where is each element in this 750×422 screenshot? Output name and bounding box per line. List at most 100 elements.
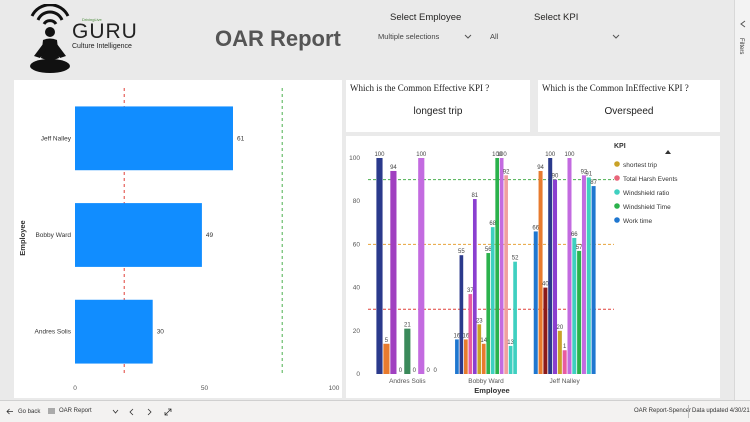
data-label: 13 <box>507 340 514 346</box>
data-label: 94 <box>390 165 397 171</box>
legend-title: KPI <box>614 143 626 150</box>
bar <box>75 203 202 267</box>
legend-item: Work time <box>623 218 653 225</box>
employee-slicer-dropdown[interactable]: Multiple selections <box>376 30 474 44</box>
effective-kpi-card[interactable]: Which is the Common Effective KPI ? long… <box>346 80 530 132</box>
data-label: 37 <box>467 288 474 294</box>
go-back-button[interactable]: Go back <box>6 408 40 415</box>
legend-marker <box>614 189 620 195</box>
column <box>495 158 500 374</box>
data-label: 0 <box>399 368 403 374</box>
kpi-slicer-value: All <box>490 32 499 41</box>
data-label: 100 <box>492 152 503 158</box>
y-tick-label: 100 <box>349 155 360 162</box>
expand-icon[interactable] <box>164 408 172 416</box>
column <box>581 175 586 374</box>
status-bar: Go back OAR Report OAR Report-Spencer Da… <box>0 400 750 422</box>
employee-slicer-value: Multiple selections <box>378 32 440 41</box>
legend-item: Windshield Time <box>623 204 671 211</box>
bar <box>75 299 153 364</box>
data-label: 100 <box>545 152 556 158</box>
data-label: 100 <box>416 152 427 158</box>
column <box>472 199 477 374</box>
legend-marker <box>614 203 620 209</box>
y-tick-label: 0 <box>356 371 360 378</box>
category-label: Jeff Nalley <box>41 135 72 142</box>
data-label: 1 <box>563 344 567 350</box>
page-selector[interactable]: OAR Report <box>48 408 92 414</box>
column <box>468 294 473 374</box>
data-label: 0 <box>434 368 438 374</box>
data-label: 52 <box>512 256 519 262</box>
next-page-icon[interactable] <box>146 408 153 416</box>
column <box>499 158 504 374</box>
data-label: 5 <box>385 338 389 344</box>
column <box>418 158 425 374</box>
y-tick-label: 40 <box>353 285 361 292</box>
column <box>553 179 558 374</box>
data-label: 66 <box>571 232 578 238</box>
report-canvas: DrivingLive GURU Culture Intelligence OA… <box>14 3 720 398</box>
kpi-column-chart[interactable]: 0 20 40 60 80 100 100 5 94 0 21 0 100 0 0 Andres Solis 1… <box>346 136 720 398</box>
arrow-left-icon <box>6 408 13 415</box>
chevron-down-icon <box>464 34 472 39</box>
page-selector-label: OAR Report <box>59 408 92 414</box>
column <box>481 343 486 374</box>
y-tick-label: 20 <box>353 328 361 335</box>
data-label: 16 <box>454 333 461 339</box>
data-label: 30 <box>157 329 165 336</box>
ineffective-kpi-card[interactable]: Which is the Common InEffective KPI ? Ov… <box>538 80 720 132</box>
legend-item: Total Harsh Events <box>623 176 678 183</box>
employee-slicer-title: Select Employee <box>390 12 462 23</box>
logo-tiny-text: DrivingLive <box>82 17 102 22</box>
legend-marker <box>614 217 620 223</box>
column <box>459 255 464 374</box>
category-label: Andres Solis <box>35 329 72 336</box>
list-icon <box>48 408 55 414</box>
data-label: 94 <box>537 165 544 171</box>
kpi-slicer-dropdown[interactable]: All <box>488 30 624 44</box>
column <box>464 339 468 374</box>
chevron-left-icon[interactable] <box>739 20 747 28</box>
chevron-down-icon <box>612 34 620 39</box>
x-tick-label: Andres Solis <box>389 378 426 385</box>
logo-tagline: Culture Intelligence <box>72 43 132 50</box>
data-label: 100 <box>497 152 508 158</box>
y-tick-label: 80 <box>353 198 361 205</box>
column <box>490 227 495 374</box>
legend-marker <box>614 161 620 167</box>
column <box>562 350 567 374</box>
effective-kpi-answer: longest trip <box>413 106 463 117</box>
data-label: 66 <box>532 225 539 231</box>
column <box>504 175 508 374</box>
filters-label: Filters <box>738 38 744 55</box>
previous-page-icon[interactable] <box>128 408 135 416</box>
chevron-down-icon[interactable] <box>112 408 119 416</box>
effective-kpi-question: Which is the Common Effective KPI ? <box>350 83 490 93</box>
filters-pane[interactable]: Filters <box>734 0 750 400</box>
column <box>486 253 491 374</box>
page-title: OAR Report <box>215 26 341 51</box>
data-label: 55 <box>458 249 465 255</box>
data-label: 90 <box>552 174 559 180</box>
x-tick-label: 100 <box>329 385 340 392</box>
x-tick-label: Bobby Ward <box>468 378 504 385</box>
column <box>572 237 577 374</box>
data-label: 0 <box>427 368 431 374</box>
data-label: 81 <box>471 193 478 199</box>
column <box>383 343 390 374</box>
data-label: 20 <box>557 325 564 331</box>
x-tick-label: Jeff Nalley <box>550 378 581 385</box>
sort-ascending-icon <box>665 150 671 154</box>
column <box>591 186 596 374</box>
data-label: 49 <box>206 232 214 239</box>
data-label: 61 <box>237 135 245 142</box>
data-label: 23 <box>476 318 483 324</box>
column <box>538 170 543 374</box>
bar <box>75 106 233 171</box>
employee-bar-chart[interactable]: Jeff Nalley 61 Bobby Ward 49 Andres Solis 30 0… <box>14 80 342 398</box>
ineffective-kpi-answer: Overspeed <box>604 106 654 117</box>
column <box>508 345 513 374</box>
column <box>404 328 411 374</box>
data-label: 14 <box>480 338 487 344</box>
